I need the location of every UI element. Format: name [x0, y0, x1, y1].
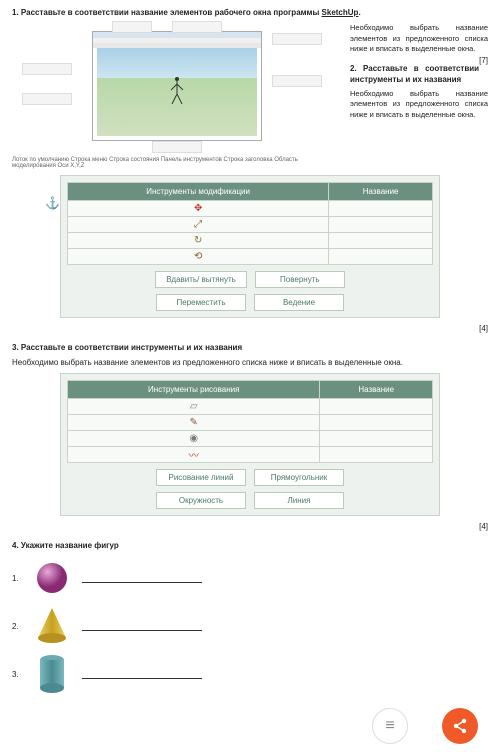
answer-line[interactable]	[82, 573, 202, 583]
q1-title: 1. Расставьте в соответствии название эл…	[12, 8, 488, 17]
answer-cell[interactable]	[329, 217, 433, 233]
tool-icon: 〰	[68, 447, 320, 463]
answer-cell[interactable]	[320, 447, 433, 463]
q3-th-tools: Инструменты рисования	[68, 381, 320, 399]
q3-th-name: Название	[320, 381, 433, 399]
sketchup-screenshot	[92, 31, 262, 141]
anchor-icon: ⚓	[45, 196, 60, 210]
q2-heading: 2. Расставьте в соответствии инструменты…	[350, 63, 488, 85]
q2-th-tools: Инструменты модификации	[68, 183, 329, 201]
tool-icon: ⤢	[68, 217, 329, 233]
term-chip[interactable]: Окружность	[156, 492, 246, 509]
q4-list: 1. 2. 3.	[12, 558, 488, 694]
cone-shape	[32, 606, 72, 646]
blank-label[interactable]	[272, 75, 322, 87]
blank-label[interactable]	[152, 141, 202, 153]
blank-label[interactable]	[22, 63, 72, 75]
tool-icon: ✎	[68, 415, 320, 431]
tool-icon: ▱	[68, 399, 320, 415]
q3-table: Инструменты рисования Название ▱ ✎ ◉ 〰	[67, 380, 433, 463]
q4-title: 4. Укажите название фигур	[12, 541, 488, 550]
q2-th-name: Название	[329, 183, 433, 201]
q2-table-wrap: ⚓ Инструменты модификации Название ✥ ⤢ ↻…	[60, 175, 440, 318]
tool-icon: ⟲	[68, 249, 329, 265]
answer-line[interactable]	[82, 669, 202, 679]
answer-cell[interactable]	[320, 399, 433, 415]
term-chip[interactable]: Прямоугольник	[254, 469, 344, 486]
q1-caption: Лоток по умолчанию Строка меню Строка со…	[12, 157, 342, 169]
q3-title: 3. Расставьте в соответствии инструменты…	[12, 343, 488, 352]
q4-number: 1.	[12, 574, 22, 583]
answer-cell[interactable]	[329, 249, 433, 265]
figure-icon	[167, 76, 187, 106]
blank-label[interactable]	[172, 21, 222, 33]
answer-cell[interactable]	[320, 415, 433, 431]
q3-table-wrap: Инструменты рисования Название ▱ ✎ ◉ 〰 Р…	[60, 373, 440, 516]
document-icon: ≡	[385, 717, 394, 735]
term-chip[interactable]: Линия	[254, 492, 344, 509]
q4-item: 3.	[12, 654, 488, 694]
cylinder-shape	[32, 654, 72, 694]
q1-sidetext: Необходимо выбрать название элементов из…	[350, 23, 488, 55]
term-chip[interactable]: Ведение	[254, 294, 344, 311]
term-chip[interactable]: Переместить	[156, 294, 246, 311]
q4-number: 3.	[12, 670, 22, 679]
q4-item: 1.	[12, 558, 488, 598]
term-chip[interactable]: Вдавить/ вытянуть	[155, 271, 247, 288]
answer-cell[interactable]	[329, 233, 433, 249]
q3-subtitle: Необходимо выбрать название элементов из…	[12, 358, 488, 367]
answer-line[interactable]	[82, 621, 202, 631]
document-fab[interactable]: ≡	[372, 708, 408, 744]
blank-label[interactable]	[272, 33, 322, 45]
q4-item: 2.	[12, 606, 488, 646]
q1-content: Лоток по умолчанию Строка меню Строка со…	[12, 23, 488, 169]
share-fab[interactable]	[442, 708, 478, 744]
share-icon	[451, 717, 469, 735]
q2-sidetext: Необходимо выбрать название элементов из…	[350, 89, 488, 121]
tool-icon: ◉	[68, 431, 320, 447]
q2-points: [4]	[12, 324, 488, 333]
term-chip[interactable]: Рисование линий	[156, 469, 246, 486]
tool-icon: ↻	[68, 233, 329, 249]
q1-points: [7]	[479, 55, 488, 66]
answer-cell[interactable]	[329, 201, 433, 217]
sphere-shape	[32, 558, 72, 598]
term-chip[interactable]: Повернуть	[255, 271, 345, 288]
q4-number: 2.	[12, 622, 22, 631]
blank-label[interactable]	[112, 21, 152, 33]
answer-cell[interactable]	[320, 431, 433, 447]
q3-points: [4]	[12, 522, 488, 531]
tool-icon: ✥	[68, 201, 329, 217]
q2-table: Инструменты модификации Название ✥ ⤢ ↻ ⟲	[67, 182, 433, 265]
blank-label[interactable]	[22, 93, 72, 105]
